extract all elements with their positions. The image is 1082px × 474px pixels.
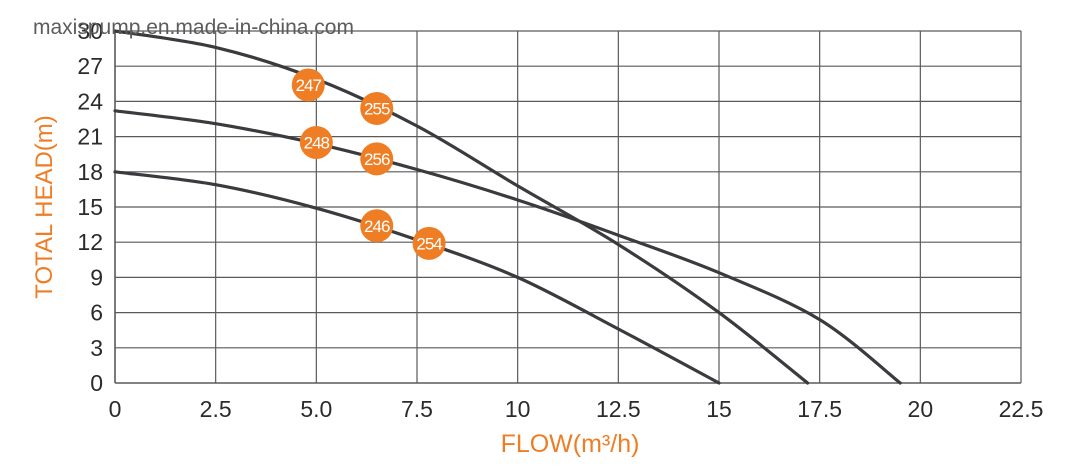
axis-ticks: 0 2.5 5.0 7.5 10 12.5 15 17.5 20 22.5 0 3 6 9 12 15 18 21… (77, 18, 1043, 422)
curve-badge: 248 (299, 125, 333, 159)
x-tick-label: 22.5 (999, 396, 1044, 422)
badge-label: 246 (364, 217, 390, 236)
y-tick-label: 15 (77, 194, 103, 220)
x-tick-label: 15 (706, 396, 732, 422)
y-tick-label: 21 (77, 124, 103, 150)
x-tick-label: 0 (109, 396, 122, 422)
y-axis-label: TOTAL HEAD(m) (31, 115, 58, 299)
y-tick-label: 24 (77, 88, 103, 114)
curve-badge: 254 (412, 226, 446, 260)
badge-label: 247 (296, 76, 322, 95)
y-tick-label: 30 (77, 18, 103, 44)
x-tick-label: 12.5 (596, 396, 641, 422)
x-tick-label: 2.5 (200, 396, 232, 422)
badge-label: 255 (364, 99, 390, 118)
curve-badges: 247 255 248 256 246 254 (291, 68, 446, 260)
curve-badge: 255 (360, 91, 394, 125)
badge-circle (299, 125, 333, 159)
curve-badge: 246 (360, 209, 394, 243)
badge-label: 254 (416, 234, 442, 253)
curve-badge: 247 (291, 68, 325, 102)
badge-circle (360, 209, 394, 243)
badge-circle (360, 142, 394, 176)
y-tick-label: 27 (77, 53, 103, 79)
y-tick-label: 18 (77, 159, 103, 185)
x-tick-label: 5.0 (300, 396, 332, 422)
curve-badge: 256 (360, 142, 394, 176)
y-tick-label: 6 (90, 300, 103, 326)
y-tick-label: 3 (90, 335, 103, 361)
badge-circle (291, 68, 325, 102)
x-tick-label: 7.5 (401, 396, 433, 422)
badge-circle (412, 226, 446, 260)
x-tick-label: 20 (908, 396, 934, 422)
grid (114, 30, 1022, 384)
curve-series-2 (113, 109, 902, 385)
y-tick-label: 9 (90, 264, 103, 290)
badge-circle (360, 91, 394, 125)
y-tick-label: 12 (77, 229, 103, 255)
badge-label: 256 (364, 150, 390, 169)
x-axis-label: FLOW(m³/h) (501, 430, 640, 458)
badge-label: 248 (304, 133, 330, 152)
x-tick-label: 17.5 (797, 396, 842, 422)
y-tick-label: 0 (90, 370, 103, 396)
curve-series-1 (113, 29, 810, 385)
x-tick-label: 10 (505, 396, 531, 422)
watermark: maxispump.en.made-in-china.com (33, 16, 354, 39)
